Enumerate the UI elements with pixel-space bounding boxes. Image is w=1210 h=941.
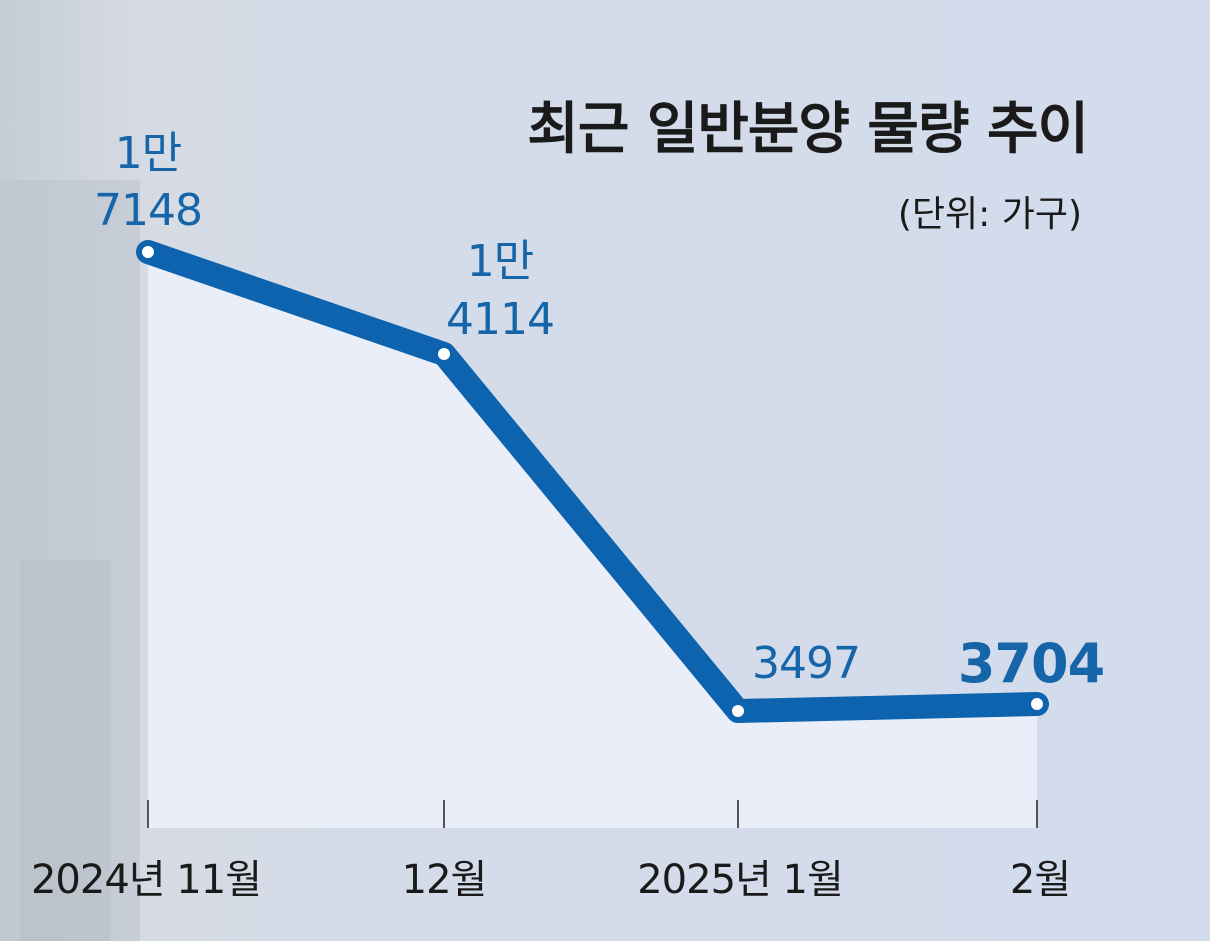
x-tick-label: 2월: [1010, 857, 1070, 903]
data-label: 1만: [467, 236, 533, 287]
data-label: 4114: [446, 294, 554, 345]
x-tick-label: 2024년 11월: [31, 857, 261, 903]
building-silhouette: [0, 180, 140, 941]
data-label: 3704: [958, 632, 1104, 695]
data-label: 7148: [94, 185, 202, 236]
data-point: [730, 703, 746, 719]
data-point: [140, 244, 156, 260]
chart-unit: (단위: 가구): [898, 194, 1082, 235]
data-point: [1029, 696, 1045, 713]
building-silhouette-2: [20, 560, 110, 941]
data-point: [436, 346, 452, 363]
chart-title: 최근 일반분양 물량 추이: [527, 97, 1088, 162]
data-label: 1만: [115, 128, 181, 179]
x-tick-label: 12월: [402, 857, 487, 903]
x-tick-label: 2025년 1월: [637, 857, 843, 903]
series-line: [136, 240, 1049, 723]
data-label: 3497: [752, 638, 860, 689]
